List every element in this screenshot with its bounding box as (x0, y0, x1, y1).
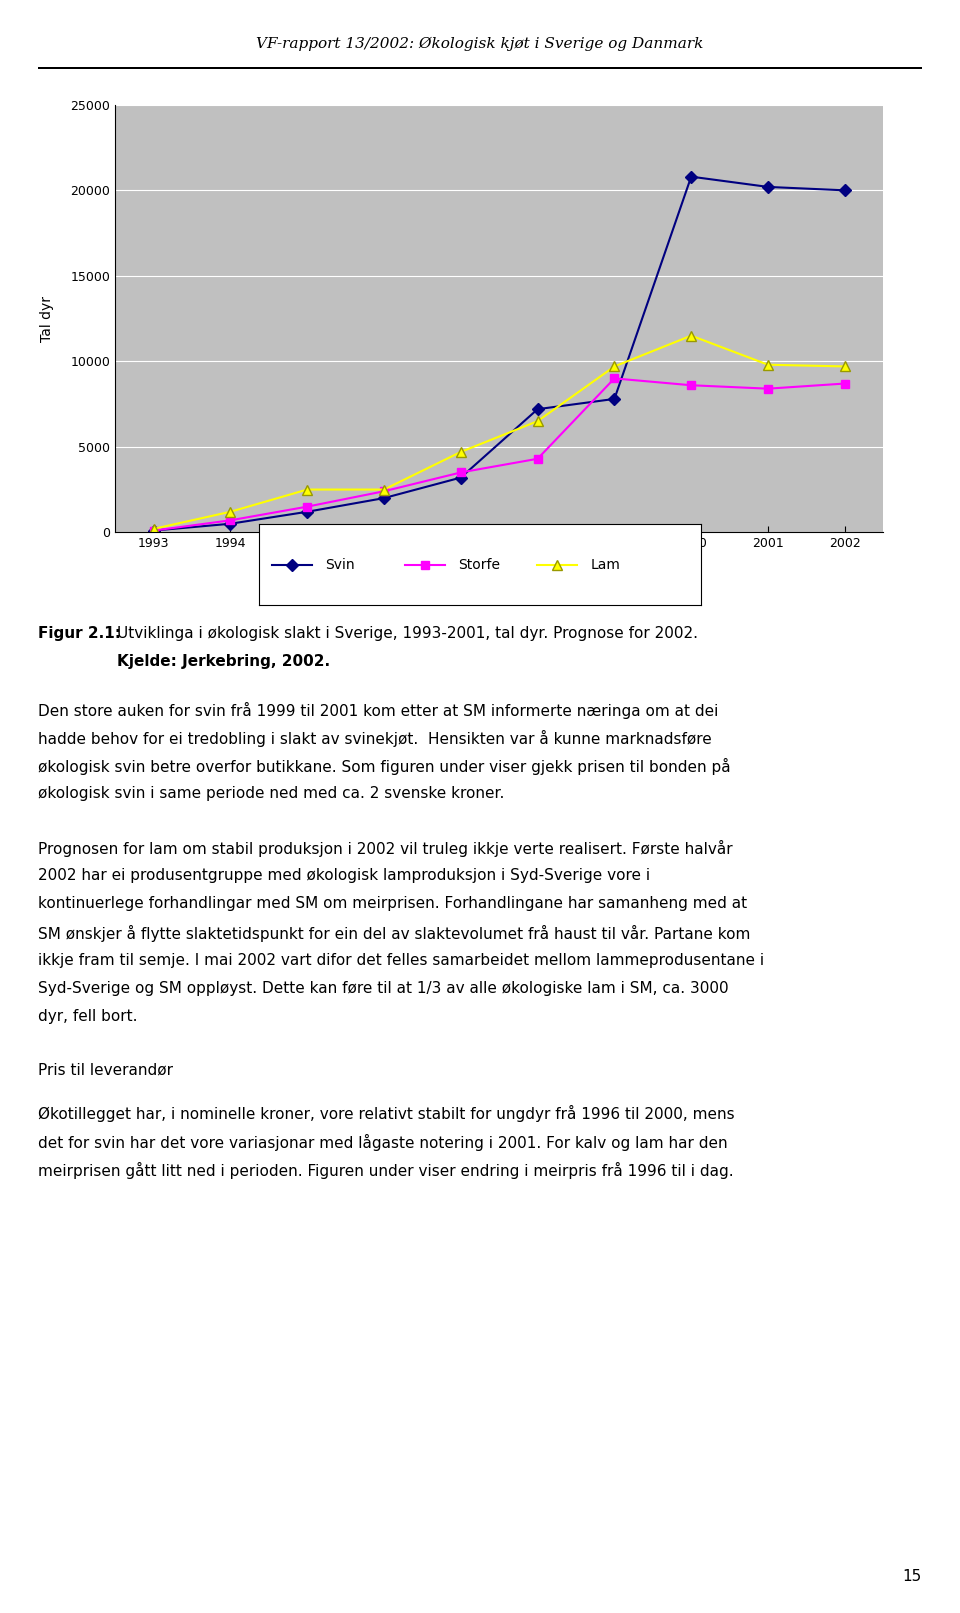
Text: Økotillegget har, i nominelle kroner, vore relativt stabilt for ungdyr frå 1996 : Økotillegget har, i nominelle kroner, vo… (38, 1105, 735, 1123)
Text: økologisk svin i same periode ned med ca. 2 svenske kroner.: økologisk svin i same periode ned med ca… (38, 787, 505, 802)
Text: ikkje fram til semje. I mai 2002 vart difor det felles samarbeidet mellom lammep: ikkje fram til semje. I mai 2002 vart di… (38, 953, 764, 968)
Text: økologisk svin betre overfor butikkane. Som figuren under viser gjekk prisen til: økologisk svin betre overfor butikkane. … (38, 758, 731, 776)
Text: hadde behov for ei tredobling i slakt av svinekjøt.  Hensikten var å kunne markn: hadde behov for ei tredobling i slakt av… (38, 729, 712, 747)
Text: 15: 15 (902, 1569, 922, 1584)
Text: Den store auken for svin frå 1999 til 2001 kom etter at SM informerte næringa om: Den store auken for svin frå 1999 til 20… (38, 702, 719, 719)
Text: Lam: Lam (590, 558, 620, 571)
Text: Svin: Svin (325, 558, 355, 571)
Y-axis label: Tal dyr: Tal dyr (39, 295, 54, 342)
Text: meirprisen gått litt ned i perioden. Figuren under viser endring i meirpris frå : meirprisen gått litt ned i perioden. Fig… (38, 1161, 734, 1179)
Text: Utviklinga i økologisk slakt i Sverige, 1993-2001, tal dyr. Prognose for 2002.: Utviklinga i økologisk slakt i Sverige, … (117, 626, 698, 640)
Text: Pris til leverandør: Pris til leverandør (38, 1063, 174, 1077)
Text: dyr, fell bort.: dyr, fell bort. (38, 1010, 138, 1024)
Text: SM ønskjer å flytte slaktetidspunkt for ein del av slaktevolumet frå haust til v: SM ønskjer å flytte slaktetidspunkt for … (38, 924, 751, 942)
Text: kontinuerlege forhandlingar med SM om meirprisen. Forhandlingane har samanheng m: kontinuerlege forhandlingar med SM om me… (38, 897, 748, 911)
Text: Figur 2.1:: Figur 2.1: (38, 626, 121, 640)
Text: Syd-Sverige og SM oppløyst. Dette kan føre til at 1/3 av alle økologiske lam i S: Syd-Sverige og SM oppløyst. Dette kan fø… (38, 981, 729, 997)
Text: Storfe: Storfe (458, 558, 500, 571)
Text: VF-rapport 13/2002: Økologisk kjøt i Sverige og Danmark: VF-rapport 13/2002: Økologisk kjøt i Sve… (256, 37, 704, 52)
Text: 2002 har ei produsentgruppe med økologisk lamproduksjon i Syd-Sverige vore i: 2002 har ei produsentgruppe med økologis… (38, 868, 651, 884)
Text: Prognosen for lam om stabil produksjon i 2002 vil truleg ikkje verte realisert. : Prognosen for lam om stabil produksjon i… (38, 840, 733, 857)
Text: det for svin har det vore variasjonar med lågaste notering i 2001. For kalv og l: det for svin har det vore variasjonar me… (38, 1134, 728, 1150)
Text: Kjelde: Jerkebring, 2002.: Kjelde: Jerkebring, 2002. (117, 655, 330, 669)
